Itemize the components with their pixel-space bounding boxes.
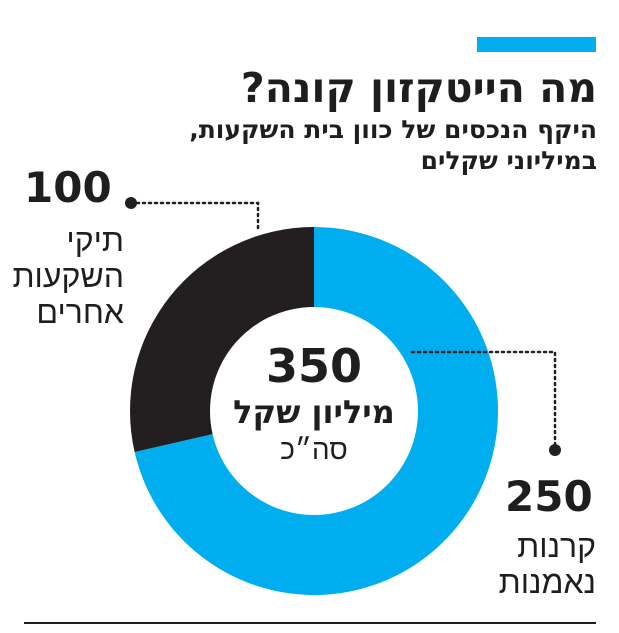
chart-title: מה הייטקזון קונה? (240, 64, 597, 112)
donut-slice-other-portfolios (130, 227, 314, 452)
center-total-block: 350 מיליון שקל סה״כ (212, 340, 416, 468)
leader-dot-mutual-funds (549, 444, 561, 456)
center-unit: מיליון שקל (233, 393, 395, 431)
leader-dot-other-portfolios (125, 197, 137, 209)
accent-bar (477, 37, 596, 52)
center-total: 350 (265, 339, 363, 393)
bottom-rule (24, 622, 596, 624)
slice-value-other-portfolios: 100 (24, 163, 112, 212)
chart-subtitle: היקף הנכסים של כוון בית השקעות, במיליוני… (189, 115, 597, 175)
leader-line-mutual-funds (410, 350, 557, 446)
donut-slice-mutual-funds (134, 227, 498, 596)
leader-lines (125, 197, 561, 456)
slice-value-mutual-funds: 250 (505, 472, 593, 521)
leader-line-other-portfolios (135, 201, 260, 232)
center-caption: סה״כ (280, 434, 348, 465)
slice-label-other-portfolios: תיקי השקעות אחרים (12, 222, 124, 330)
donut-slices (130, 227, 498, 596)
slice-label-mutual-funds: קרנות נאמנות (498, 528, 596, 600)
